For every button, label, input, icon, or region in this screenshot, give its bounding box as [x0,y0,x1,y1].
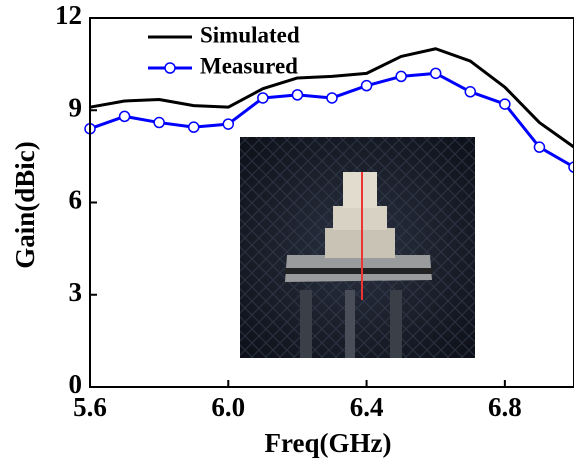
legend-marker [164,62,176,74]
data-point [429,67,442,80]
x-tick-label: 6.4 [350,392,384,422]
inset-photo [240,137,475,358]
x-tick-label: 6.0 [211,392,245,422]
data-point [533,141,546,153]
y-tick-label: 12 [55,0,82,30]
data-point [395,70,407,83]
data-point [360,79,373,92]
data-point [499,98,511,110]
y-tick-label: 6 [69,185,83,215]
data-point [326,92,338,104]
x-tick-label: 5.6 [73,392,107,422]
legend-label: Measured [200,53,298,78]
series-line [89,47,574,149]
data-point [153,116,165,129]
data-point [291,89,304,101]
x-axis-label: Freq(GHz) [265,428,392,458]
data-point [464,86,477,98]
data-point [222,118,235,130]
y-tick-label: 3 [69,277,83,307]
y-axis-label: Gain(dBic) [10,141,40,269]
legend-label: Simulated [200,22,300,47]
x-tick-label: 6.8 [488,392,522,422]
y-tick-label: 9 [69,92,83,122]
data-point [568,161,574,173]
data-point [118,110,131,123]
data-point [187,121,200,133]
data-point [257,92,269,104]
y-tick-label: 0 [69,369,83,399]
